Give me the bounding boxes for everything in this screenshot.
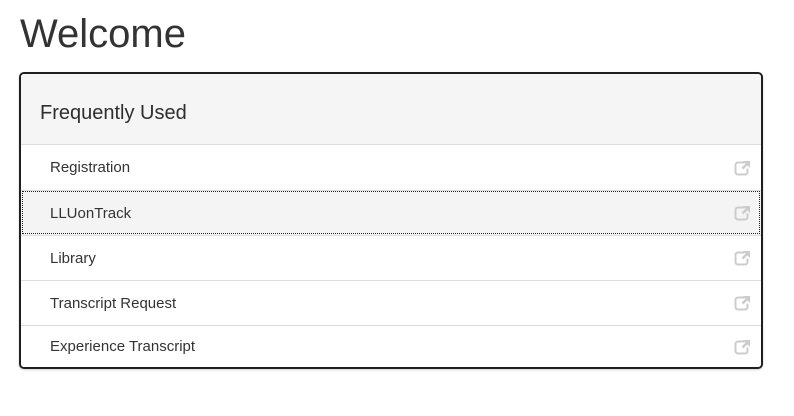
external-link-icon: [734, 295, 751, 311]
item-label: Transcript Request: [50, 294, 177, 312]
external-link-icon: [734, 205, 751, 221]
external-link-icon: [734, 160, 751, 176]
frequently-used-list: Registration LLUonTrack Library Transcri…: [21, 145, 761, 367]
panel-heading: Frequently Used: [21, 74, 761, 145]
frequently-used-item[interactable]: Experience Transcript: [21, 325, 761, 367]
external-link-icon: [734, 339, 751, 355]
item-label: Library: [50, 249, 96, 267]
external-link-icon: [734, 250, 751, 266]
frequently-used-item[interactable]: LLUonTrack: [21, 190, 761, 235]
frequently-used-item[interactable]: Registration: [21, 145, 761, 190]
item-label: Experience Transcript: [50, 338, 196, 355]
frequently-used-item[interactable]: Transcript Request: [21, 280, 761, 325]
item-label: LLUonTrack: [50, 204, 132, 222]
item-label: Registration: [50, 159, 131, 176]
frequently-used-item[interactable]: Library: [21, 235, 761, 280]
page-title: Welcome: [20, 12, 186, 56]
frequently-used-panel: Frequently Used Registration LLUonTrack …: [19, 72, 763, 369]
